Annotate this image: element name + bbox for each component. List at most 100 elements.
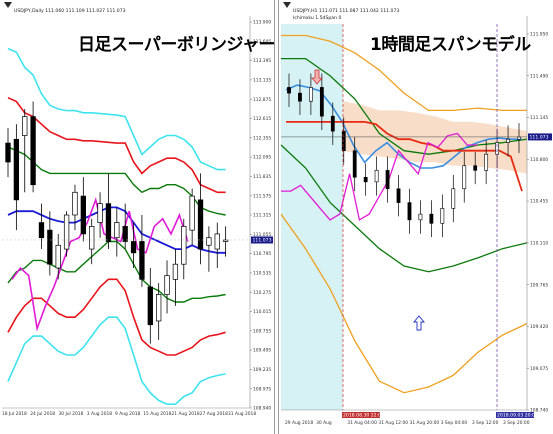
- y-tick-label: 112.355: [253, 135, 271, 141]
- y-tick-label: 111.490: [530, 73, 548, 79]
- candle-body: [451, 188, 456, 209]
- span-blue-line: [285, 84, 522, 169]
- y-tick-label: 112.875: [253, 97, 271, 103]
- candle-body: [309, 87, 313, 102]
- x-tick-label: 18 Jul 2018: [2, 411, 27, 417]
- candle-body: [517, 136, 521, 140]
- candle-body: [506, 138, 510, 143]
- candle-body: [130, 241, 137, 254]
- candle-body: [396, 188, 401, 203]
- y-tick-label: 113.135: [253, 78, 271, 84]
- candle-body: [30, 116, 36, 186]
- candle-body: [418, 213, 423, 221]
- candle-body: [172, 263, 179, 280]
- candle-body: [287, 87, 291, 94]
- y-tick-label: 113.395: [253, 58, 271, 64]
- x-tick-label: 30 Jul 2018: [59, 411, 84, 417]
- candle-body: [47, 229, 53, 265]
- candle-body: [147, 286, 153, 326]
- x-tick-label: 3 Sep 20:00: [503, 420, 530, 426]
- candle-body: [352, 150, 357, 178]
- x-tick-label: 24 Jul 2018: [30, 411, 55, 417]
- chikou-line: [281, 132, 477, 221]
- x-tick-label: 15 Aug 2018: [143, 411, 171, 417]
- y-tick-label: 108.975: [253, 386, 271, 392]
- candle-body: [363, 176, 368, 183]
- candle-body: [440, 208, 445, 224]
- triangle-down-icon[interactable]: [283, 2, 291, 8]
- y-tick-label: 112.615: [253, 116, 271, 122]
- envelope-lower-outer: [280, 213, 528, 394]
- candle-body: [13, 138, 20, 201]
- x-tick-label: 21 Aug 2018: [172, 411, 200, 417]
- hourly-chart-canvas[interactable]: 2018.08.30 22:00 2018.09.03 20:00111.9501…: [279, 0, 553, 434]
- candle-body: [181, 226, 187, 265]
- x-tick-label: 31 Aug 12:00: [378, 420, 408, 426]
- triangle-down-icon[interactable]: [4, 2, 12, 8]
- y-tick-label: 109.765: [530, 282, 548, 288]
- candle-body: [122, 226, 128, 242]
- envelope-lower: [280, 144, 528, 273]
- current-price-label: 111.073: [530, 135, 549, 141]
- x-tick-label: 27 Aug 2018: [200, 411, 228, 417]
- band-upper-3sigma: [7, 47, 226, 171]
- band-lower-3sigma: [7, 316, 226, 406]
- candle-body: [319, 87, 324, 117]
- y-tick-label: 109.495: [253, 348, 271, 354]
- candle-body: [206, 237, 212, 246]
- y-tick-label: 108.940: [253, 406, 271, 412]
- x-tick-label: 9 Aug 2018: [115, 411, 141, 417]
- chart-header: USDJPY,Daily 111.060 111.109 111.027 111…: [14, 9, 126, 14]
- y-tick-label: 113.605: [253, 39, 271, 45]
- candle-body: [156, 294, 162, 322]
- x-tick-label: 31 Aug 04:00: [347, 420, 377, 426]
- candle-body: [298, 92, 302, 102]
- current-price-label: 111.073: [253, 238, 272, 244]
- hourly-chart-panel[interactable]: 2018.08.30 22:00 2018.09.03 20:00 111.950 1…: [278, 0, 553, 434]
- x-tick-label: 31 Aug 20:00: [410, 420, 440, 426]
- candle-body: [97, 203, 103, 223]
- band-lower-2sigma: [7, 278, 226, 356]
- y-tick-label: 110.110: [530, 240, 548, 246]
- candle-body: [72, 191, 78, 216]
- candle-body: [197, 199, 204, 250]
- y-tick-label: 109.075: [530, 366, 548, 372]
- candle-body: [38, 222, 45, 239]
- band-upper-2sigma: [7, 96, 226, 194]
- candle-body: [214, 233, 220, 250]
- candle-body: [407, 202, 412, 221]
- y-tick-label: 109.420: [530, 324, 548, 330]
- candle-body: [429, 213, 434, 224]
- y-tick-label: 111.055: [253, 232, 271, 238]
- time-marker-label: 2018.09.03 20:00: [497, 413, 538, 419]
- daily-chart-canvas[interactable]: 113.900 113.605 113.395 113.135 112.875 112.6…: [0, 0, 274, 434]
- candle-body: [139, 241, 145, 280]
- band-middle: [7, 206, 226, 254]
- candle-body: [222, 239, 229, 242]
- chart-title: 日足スーパーボリンジャー: [78, 35, 275, 55]
- daily-chart-panel[interactable]: 113.900 113.605 113.395 113.135 112.875 112.6…: [0, 0, 275, 434]
- chart-header: USDJPY,H1 111.071 111.087 111.042 111.07…: [293, 9, 400, 14]
- indicator-label: Ichimoku 1.5dSpan 0: [293, 16, 342, 21]
- x-tick-label: 3 Sep 12:00: [472, 420, 499, 426]
- x-tick-label: 3 Aug 2018: [87, 411, 113, 417]
- chart-title: 1時間足スパンモデル: [370, 35, 531, 55]
- y-tick-label: 112.095: [253, 155, 271, 161]
- y-tick-label: 111.315: [253, 213, 271, 219]
- current-price-box: [251, 236, 273, 244]
- y-tick-label: 111.950: [530, 32, 548, 38]
- y-tick-label: 111.835: [253, 174, 271, 180]
- time-marker-label: 2018.08.30 22:00: [343, 413, 384, 419]
- candle-body: [89, 226, 95, 250]
- candle-body: [462, 165, 467, 190]
- envelope-upper-outer: [281, 34, 527, 112]
- candle-body: [484, 153, 489, 171]
- arrow-up-icon: [413, 315, 425, 331]
- candle-body: [189, 195, 195, 231]
- span-red-line: [286, 121, 523, 192]
- y-tick-label: 110.800: [530, 157, 548, 163]
- x-tick-label: 29 Aug 2018: [285, 420, 313, 426]
- span-cloud: [343, 101, 527, 174]
- candle-body: [473, 165, 478, 171]
- candle-body: [114, 222, 120, 239]
